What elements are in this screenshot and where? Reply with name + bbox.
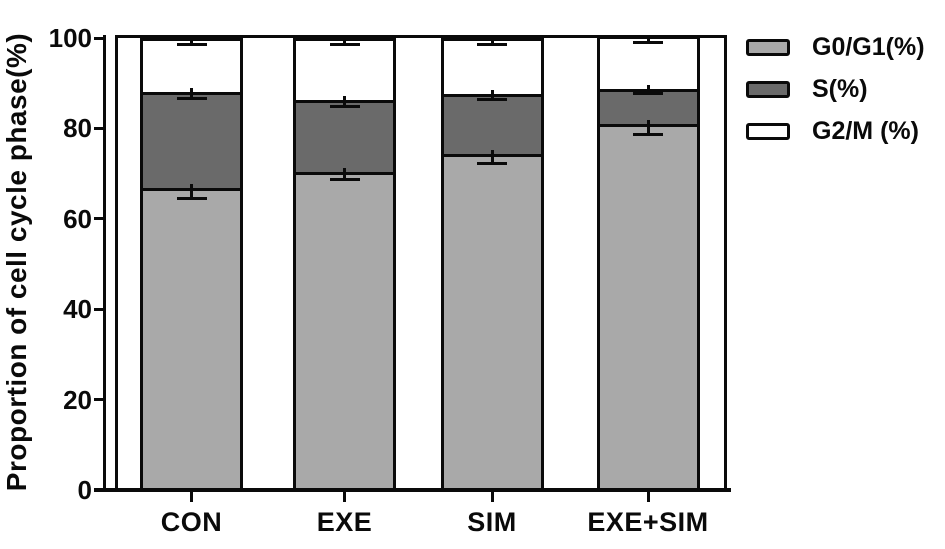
legend-label-g2m: G2/M (%)	[812, 117, 919, 145]
x-tick	[646, 492, 650, 502]
y-tick	[94, 36, 104, 40]
error-bar-whisker	[646, 36, 650, 43]
y-tick-label: 60	[63, 203, 92, 234]
error-bar-whisker	[343, 37, 346, 45]
x-tick-label: CON	[160, 507, 223, 537]
plot-frame	[115, 35, 727, 491]
error-bar-whisker	[190, 37, 193, 45]
error-bar-whisker	[646, 85, 650, 94]
error-bar-cap	[633, 41, 663, 45]
x-tick-label: EXE	[316, 507, 373, 537]
legend-label-s: S(%)	[812, 75, 868, 103]
error-bar-cap	[176, 196, 207, 200]
error-bar-whisker	[490, 37, 494, 45]
y-tick-label: 80	[63, 113, 92, 144]
error-bar-cap	[176, 96, 207, 100]
x-tick	[190, 492, 193, 502]
error-bar-whisker	[490, 90, 494, 100]
error-bar-whisker	[343, 96, 346, 107]
y-tick-label: 40	[63, 294, 92, 325]
legend-swatch-g0g1	[746, 39, 790, 56]
bar-segment-g0g1	[596, 123, 700, 489]
error-bar-whisker	[190, 88, 193, 99]
x-tick-label: SIM	[467, 507, 517, 537]
error-bar-cap	[176, 43, 207, 47]
y-axis-line	[103, 35, 106, 492]
x-tick	[343, 492, 346, 502]
error-bar-whisker	[490, 150, 494, 164]
error-bar-cap	[329, 43, 360, 47]
x-tick	[490, 492, 494, 502]
y-tick-label: 0	[77, 475, 92, 505]
bar-segment-g0g1	[293, 172, 396, 489]
error-bar-whisker	[190, 184, 193, 198]
error-bar-whisker	[343, 168, 346, 180]
y-tick-label: 100	[48, 23, 92, 53]
y-tick	[94, 398, 104, 402]
y-tick	[94, 126, 104, 130]
error-bar-cap	[477, 161, 507, 165]
error-bar-cap	[329, 105, 360, 109]
legend-item-s: S(%)	[746, 75, 868, 104]
legend-label-g0g1: G0/G1(%)	[812, 33, 925, 61]
error-bar-cap	[477, 97, 507, 101]
bar-segment-g0g1	[440, 154, 544, 489]
legend-swatch-g2m	[746, 123, 790, 140]
x-tick-label: EXE+SIM	[587, 507, 709, 537]
error-bar-whisker	[646, 119, 650, 135]
y-tick	[94, 307, 104, 311]
legend-swatch-s	[746, 81, 790, 98]
error-bar-cap	[633, 92, 663, 96]
bar-segment-g0g1	[140, 188, 243, 489]
legend-item-g2m: G2/M (%)	[746, 117, 919, 146]
error-bar-cap	[329, 177, 360, 181]
error-bar-cap	[633, 133, 663, 137]
y-axis-title: Proportion of cell cycle phase(%)	[1, 32, 32, 492]
x-axis-line	[94, 488, 731, 492]
y-tick-label: 20	[63, 384, 92, 415]
y-tick	[94, 217, 104, 221]
error-bar-cap	[477, 43, 507, 47]
legend-item-g0g1: G0/G1(%)	[746, 33, 925, 62]
